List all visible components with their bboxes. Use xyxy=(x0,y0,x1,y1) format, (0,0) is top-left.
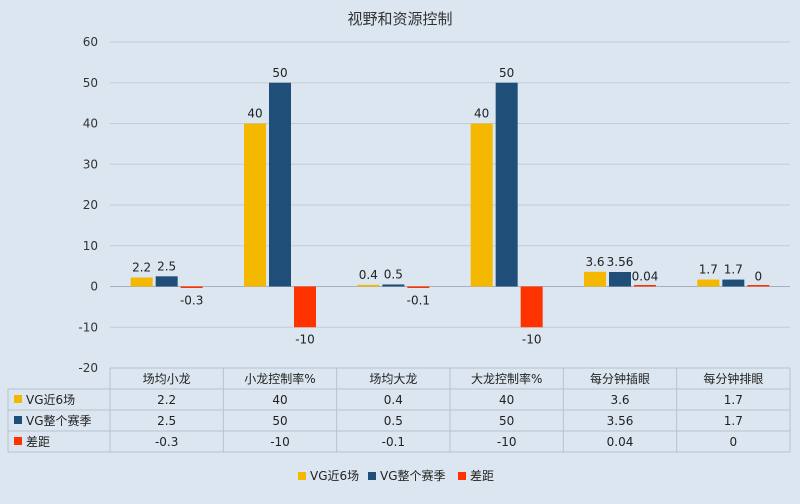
data-label: 0.5 xyxy=(384,267,403,281)
bar xyxy=(747,285,770,287)
table-series-name: VG近6场 xyxy=(26,393,75,407)
table-header-cell: 每分钟插眼 xyxy=(590,371,650,386)
bars xyxy=(130,82,770,328)
table-cell: 0.4 xyxy=(384,393,403,407)
table-header-cell: 每分钟排眼 xyxy=(703,371,763,386)
data-label: -10 xyxy=(295,332,315,346)
bar xyxy=(609,271,631,287)
y-tick-label: 60 xyxy=(83,35,98,49)
data-label: 40 xyxy=(474,107,489,121)
bar xyxy=(407,286,430,288)
data-labels: 2.2 2.5 -0.3 40 50 -10 0.4 0.5 -0.1 40 50 -10 3.6 3.5… xyxy=(132,66,762,347)
y-tick-label: 10 xyxy=(83,239,98,253)
data-label: 0.4 xyxy=(359,268,378,282)
data-label: 50 xyxy=(272,66,287,80)
bar xyxy=(634,285,656,287)
bar xyxy=(382,284,405,287)
table-series-swatch xyxy=(14,395,22,403)
table-cell: 3.6 xyxy=(610,393,629,407)
table-cell: 40 xyxy=(499,393,514,407)
bar xyxy=(130,277,153,287)
data-label: 3.6 xyxy=(585,255,604,269)
table-series-name: 差距 xyxy=(26,435,50,449)
table-cell: -0.1 xyxy=(382,435,405,449)
y-tick-label: -20 xyxy=(78,361,98,375)
y-tick-label: -10 xyxy=(78,320,98,334)
legend-label: VG整个赛季 xyxy=(380,468,446,483)
data-table: 场均小龙 小龙控制率% 场均大龙 大龙控制率% 每分钟插眼 每分钟排眼 VG近6场 2.2 40… xyxy=(7,367,791,453)
table-cell: 40 xyxy=(272,393,287,407)
bar xyxy=(520,286,543,328)
bar xyxy=(155,276,178,287)
data-label: 0 xyxy=(755,270,763,284)
bar xyxy=(244,123,266,287)
bar xyxy=(357,284,380,287)
table-cell: 2.2 xyxy=(157,393,176,407)
data-label: 2.5 xyxy=(157,259,176,273)
legend: VG近6场 VG整个赛季 差距 xyxy=(298,468,494,483)
data-label: 3.56 xyxy=(607,255,634,269)
data-label: 40 xyxy=(247,107,262,121)
bar xyxy=(584,271,606,287)
table-cell: 0.5 xyxy=(384,414,403,428)
data-label: 50 xyxy=(499,66,514,80)
bar xyxy=(294,286,316,328)
table-cell: 3.56 xyxy=(607,414,634,428)
data-label: -0.1 xyxy=(407,294,430,308)
table-series-swatch xyxy=(14,437,22,445)
table-cell: -10 xyxy=(270,435,290,449)
table-header-cell: 小龙控制率% xyxy=(244,371,315,386)
y-axis: 60 50 40 30 20 10 0 -10 -20 xyxy=(78,35,98,375)
data-label: -0.3 xyxy=(180,294,203,308)
data-label: -10 xyxy=(522,332,542,346)
table-header-cell: 场均小龙 xyxy=(143,372,191,386)
table-cell: 0 xyxy=(730,435,738,449)
chart-title: 视野和资源控制 xyxy=(347,10,452,28)
table-cell: -0.3 xyxy=(155,435,178,449)
table-header-cell: 场均大龙 xyxy=(369,372,417,386)
bar xyxy=(470,123,493,287)
table-cell: -10 xyxy=(497,435,517,449)
bar xyxy=(180,286,203,288)
table-cell: 1.7 xyxy=(724,393,743,407)
table-cell: 0.04 xyxy=(607,435,634,449)
y-tick-label: 50 xyxy=(83,76,98,90)
data-label: 2.2 xyxy=(132,261,151,275)
gridlines xyxy=(110,41,790,369)
data-label: 0.04 xyxy=(632,269,659,283)
legend-label: VG近6场 xyxy=(310,469,359,483)
legend-swatch xyxy=(298,472,306,480)
bar xyxy=(697,279,720,287)
y-tick-label: 30 xyxy=(83,157,98,171)
table-cell: 50 xyxy=(499,414,514,428)
table-series-name: VG整个赛季 xyxy=(26,413,92,428)
data-label: 1.7 xyxy=(724,263,743,277)
y-tick-label: 40 xyxy=(83,117,98,131)
legend-swatch xyxy=(368,472,376,480)
y-tick-label: 20 xyxy=(83,198,98,212)
table-cell: 50 xyxy=(272,414,287,428)
y-tick-label: 0 xyxy=(90,280,98,294)
data-label: 1.7 xyxy=(699,263,718,277)
legend-swatch xyxy=(458,472,466,480)
bar xyxy=(269,82,291,287)
table-header-cell: 大龙控制率% xyxy=(471,371,542,386)
legend-label: 差距 xyxy=(470,469,494,483)
table-cell: 1.7 xyxy=(724,414,743,428)
table-series-swatch xyxy=(14,416,22,424)
table-cell: 2.5 xyxy=(157,414,176,428)
bar xyxy=(495,82,518,287)
bar xyxy=(722,279,745,287)
